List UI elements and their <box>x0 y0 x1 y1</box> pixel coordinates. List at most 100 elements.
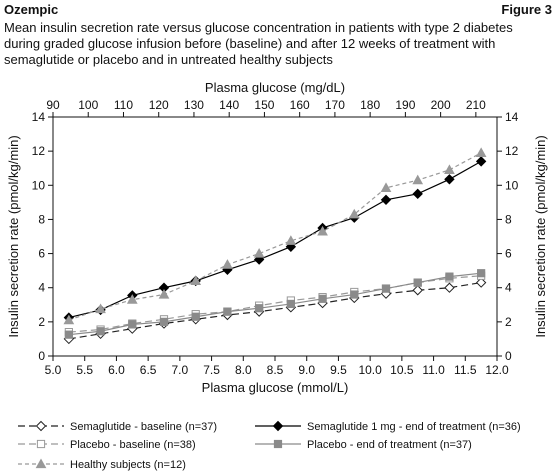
data-point-healthy-subjects <box>190 275 202 285</box>
y-tick-label: 6 <box>38 247 45 261</box>
legend-label: Semaglutide 1 mg - end of treatment (n=3… <box>307 421 521 433</box>
series-line-placebo-eot <box>68 272 482 336</box>
y2-tick-label: 10 <box>505 178 519 192</box>
y2-tick-label: 14 <box>505 110 519 124</box>
plot-frame <box>52 116 498 357</box>
legend-item-placebo-baseline: Placebo - baseline (n=38) <box>18 439 196 451</box>
data-point-placebo-eot <box>350 290 359 299</box>
data-point-healthy-subjects <box>317 225 328 236</box>
legend-marker <box>35 458 47 469</box>
data-point-placebo-eot <box>159 317 169 326</box>
legend-item-placebo-eot: Placebo - end of treatment (n=37) <box>255 439 472 451</box>
x2-tick-label: 150 <box>254 98 274 112</box>
data-point-placebo-eot <box>286 299 295 309</box>
data-point-placebo-eot <box>223 307 232 316</box>
data-point-semaglutide-eot <box>380 194 392 206</box>
series-healthy-subjects <box>63 147 487 325</box>
y-tick-label: 0 <box>38 349 45 363</box>
y-tick-label: 8 <box>38 212 45 226</box>
y-axis-label: Insulin secretion rate (pmol/kg/min) <box>6 135 21 337</box>
series-line-semaglutide-baseline <box>68 282 482 340</box>
legend-label: Semaglutide - baseline (n=37) <box>70 421 217 433</box>
y-tick-label: 4 <box>38 281 45 295</box>
series-line-healthy-subjects <box>68 152 482 321</box>
x-tick-label: 9.0 <box>298 363 315 377</box>
figure-caption: Mean insulin secretion rate versus gluco… <box>4 20 513 67</box>
y-tick-label: 2 <box>38 315 45 329</box>
x-tick-label: 10.5 <box>390 363 414 377</box>
data-point-placebo-eot <box>381 284 391 293</box>
legend-item-healthy-subjects: Healthy subjects (n=12) <box>18 458 186 471</box>
x2-tick-label: 190 <box>395 98 415 112</box>
data-point-placebo-eot <box>255 304 264 313</box>
data-point-healthy-subjects <box>475 147 487 157</box>
data-point-healthy-subjects <box>126 294 138 304</box>
x-tick-label: 6.5 <box>140 363 157 377</box>
x2-tick-label: 210 <box>466 98 486 112</box>
x2-tick-label: 90 <box>46 98 60 112</box>
x-tick-label: 8.5 <box>267 363 284 377</box>
y2-axis-label: Insulin secretion rate (pmol/kg/min) <box>533 135 548 337</box>
y2-tick-label: 2 <box>505 315 512 329</box>
x-tick-label: 7.0 <box>172 363 189 377</box>
x2-tick-label: 160 <box>290 98 310 112</box>
data-point-healthy-subjects <box>222 259 233 269</box>
x-tick-label: 9.5 <box>330 363 347 377</box>
y-tick-label: 14 <box>32 110 46 124</box>
chart-legend: Semaglutide - baseline (n=37) Semaglutide… <box>18 420 521 471</box>
legend-item-semaglutide-eot: Semaglutide 1 mg - end of treatment (n=3… <box>255 420 521 433</box>
data-point-semaglutide-baseline <box>475 277 487 288</box>
data-point-placebo-eot <box>128 320 137 329</box>
legend-label: Placebo - end of treatment (n=37) <box>307 439 472 451</box>
x2-tick-label: 120 <box>149 98 169 112</box>
y2-tick-label: 4 <box>505 281 512 295</box>
y2-tick-label: 6 <box>505 247 512 261</box>
data-point-healthy-subjects <box>348 208 360 219</box>
chart-series <box>63 147 487 345</box>
x-tick-label: 12.0 <box>485 363 509 377</box>
y2-tick-label: 8 <box>505 212 512 226</box>
x2-tick-label: 110 <box>114 98 133 112</box>
data-point-healthy-subjects <box>158 289 170 299</box>
data-point-healthy-subjects <box>412 174 424 185</box>
x-tick-label: 5.5 <box>76 363 93 377</box>
legend-marker <box>272 420 284 432</box>
series-semaglutide-eot <box>63 156 487 323</box>
x2-tick-label: 140 <box>219 98 239 112</box>
data-point-placebo-eot <box>413 278 422 287</box>
x-axis-label: Plasma glucose (mmol/L) <box>202 380 349 395</box>
data-point-semaglutide-eot <box>475 156 487 167</box>
x2-tick-label: 130 <box>184 98 204 112</box>
x2-tick-label: 100 <box>78 98 98 112</box>
data-point-healthy-subjects <box>380 182 392 192</box>
legend-marker <box>36 439 46 449</box>
y-tick-label: 12 <box>32 144 46 158</box>
x-tick-label: 11.5 <box>454 363 477 377</box>
data-point-semaglutide-eot <box>253 254 265 265</box>
data-point-semaglutide-eot <box>444 174 455 185</box>
legend-label: Healthy subjects (n=12) <box>70 459 186 471</box>
series-line-semaglutide-eot <box>68 160 482 319</box>
data-point-placebo-eot <box>445 272 454 281</box>
data-point-placebo-eot <box>477 269 486 278</box>
data-point-semaglutide-eot <box>412 188 423 200</box>
data-point-placebo-eot <box>191 312 200 321</box>
legend-marker <box>35 420 47 432</box>
data-point-placebo-eot <box>64 330 73 339</box>
data-point-healthy-subjects <box>444 164 455 175</box>
data-point-healthy-subjects <box>95 303 106 314</box>
x-tick-label: 6.0 <box>108 363 125 377</box>
x-tick-label: 5.0 <box>45 363 62 377</box>
data-point-healthy-subjects <box>253 248 265 258</box>
legend-marker <box>273 439 283 449</box>
x2-tick-label: 180 <box>360 98 380 112</box>
data-point-healthy-subjects <box>63 314 75 325</box>
data-point-placebo-eot <box>96 327 105 336</box>
brand-name: Ozempic <box>4 2 59 17</box>
data-point-placebo-eot <box>318 294 327 303</box>
data-point-semaglutide-baseline <box>412 285 423 296</box>
x-tick-label: 11.0 <box>422 363 445 377</box>
x2-axis-label: Plasma glucose (mg/dL) <box>205 80 345 95</box>
data-point-healthy-subjects <box>285 235 297 245</box>
